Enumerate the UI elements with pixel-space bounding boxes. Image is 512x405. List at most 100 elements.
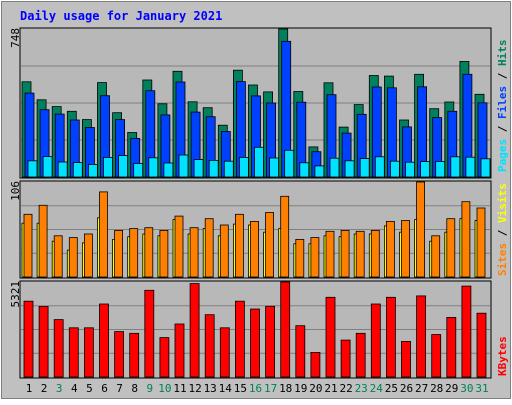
outer-border-dark — [1, 1, 511, 399]
bar-pages-day-20 — [314, 165, 325, 178]
bar-sites-day-19 — [295, 238, 305, 278]
bar-sites-day-24 — [370, 229, 380, 278]
bar-pages-day-11 — [178, 154, 189, 178]
bar-pages-day-28 — [435, 160, 446, 178]
bars-hits-files-pages — [21, 28, 491, 178]
bar-pages-day-19 — [299, 162, 310, 178]
bar-sites-day-29 — [446, 218, 456, 278]
x-tick-label-day-24: 24 — [370, 382, 384, 395]
bar-pages-day-21 — [329, 157, 340, 178]
bar-kbytes-day-4 — [68, 327, 79, 378]
bar-kbytes-day-19 — [295, 325, 306, 378]
bar-sites-day-15 — [234, 213, 244, 278]
chart-title: Daily usage for January 2021 — [20, 9, 222, 23]
x-tick-label-day-4: 4 — [71, 382, 78, 395]
bar-kbytes-day-26 — [401, 340, 411, 378]
bar-pages-day-14 — [223, 160, 234, 178]
legend-kbytes: KBytes — [496, 336, 509, 376]
x-tick-label-day-23: 23 — [355, 382, 368, 395]
x-tick-label-day-17: 17 — [264, 382, 277, 395]
y-max-label-sites: 106 — [9, 181, 22, 201]
bar-pages-day-27 — [420, 161, 431, 178]
bar-kbytes-day-24 — [370, 303, 381, 378]
bar-kbytes-day-3 — [53, 319, 64, 378]
bar-pages-day-24 — [374, 156, 385, 178]
x-tick-label-day-5: 5 — [86, 382, 93, 395]
bar-kbytes-day-21 — [325, 296, 336, 378]
bar-sites-day-6 — [99, 191, 108, 278]
bar-kbytes-day-30 — [461, 285, 472, 378]
bar-kbytes-day-11 — [174, 323, 185, 378]
bar-pages-day-15 — [238, 156, 249, 178]
bar-pages-day-22 — [344, 160, 355, 178]
bars-kbytes — [23, 281, 487, 378]
bar-sites-day-21 — [325, 230, 335, 278]
bar-sites-day-7 — [114, 229, 123, 278]
x-tick-label-day-18: 18 — [279, 382, 292, 395]
legend-visits: Visits — [496, 183, 509, 223]
x-tick-label-day-8: 8 — [131, 382, 138, 395]
x-tick-label-day-11: 11 — [173, 382, 186, 395]
bar-pages-day-18 — [284, 149, 295, 178]
bar-sites-day-12 — [189, 227, 199, 278]
bar-sites-day-14 — [219, 224, 229, 278]
bar-sites-day-17 — [265, 212, 275, 278]
bar-sites-day-30 — [461, 201, 471, 278]
bar-sites-day-10 — [159, 229, 169, 278]
y-max-label-kbytes: 5321 — [9, 281, 22, 308]
bar-kbytes-day-6 — [99, 303, 109, 378]
bar-sites-day-11 — [174, 215, 184, 278]
legend-sites: Sites — [496, 243, 509, 276]
bar-pages-day-16 — [254, 146, 264, 178]
bar-kbytes-day-25 — [385, 296, 396, 378]
bar-sites-day-26 — [401, 220, 410, 278]
bar-pages-day-12 — [193, 159, 204, 178]
x-tick-label-day-19: 19 — [294, 382, 307, 395]
x-tick-label-day-13: 13 — [204, 382, 217, 395]
bar-kbytes-day-12 — [189, 283, 200, 378]
bar-sites-day-27 — [416, 181, 426, 278]
bar-kbytes-day-31 — [476, 312, 487, 378]
bar-kbytes-day-20 — [310, 351, 321, 378]
bar-sites-day-2 — [38, 204, 48, 278]
legend-pages: Pages — [496, 139, 509, 172]
bar-kbytes-day-10 — [159, 337, 170, 378]
x-tick-label-day-29: 29 — [445, 382, 458, 395]
bar-sites-day-4 — [68, 237, 78, 278]
bar-kbytes-day-28 — [431, 334, 442, 378]
bar-pages-day-13 — [208, 159, 219, 178]
legend-hits-files-pages: Pages / Files / Hits — [496, 40, 509, 173]
x-tick-label-day-1: 1 — [26, 382, 33, 395]
bar-kbytes-day-2 — [38, 305, 49, 378]
x-tick-label-day-12: 12 — [188, 382, 201, 395]
bars-sites-visits — [21, 181, 486, 278]
bar-sites-day-16 — [250, 220, 259, 278]
x-tick-label-day-22: 22 — [339, 382, 352, 395]
x-tick-label-day-26: 26 — [400, 382, 413, 395]
bar-kbytes-day-17 — [265, 305, 276, 378]
bar-pages-day-17 — [269, 157, 280, 178]
bar-sites-day-5 — [84, 233, 93, 278]
bar-pages-day-2 — [42, 156, 53, 178]
bar-pages-day-30 — [465, 156, 476, 178]
bar-sites-day-25 — [385, 220, 395, 278]
bar-kbytes-day-5 — [84, 327, 94, 378]
bar-pages-day-8 — [133, 163, 144, 178]
bar-kbytes-day-15 — [234, 300, 245, 378]
legend1-text: Pages / Files / Hits — [496, 40, 509, 173]
bar-sites-day-13 — [204, 218, 214, 278]
bar-sites-day-20 — [310, 237, 320, 278]
bar-kbytes-day-18 — [280, 281, 291, 378]
legend-sites-visits: Sites / Visits — [496, 183, 509, 276]
x-tick-label-day-9: 9 — [146, 382, 153, 395]
bar-kbytes-day-1 — [23, 300, 34, 378]
bar-pages-day-10 — [163, 162, 174, 178]
bar-pages-day-25 — [389, 160, 400, 178]
x-tick-label-day-14: 14 — [219, 382, 233, 395]
x-tick-label-day-27: 27 — [415, 382, 428, 395]
x-tick-label-day-20: 20 — [309, 382, 322, 395]
bar-kbytes-day-29 — [446, 316, 457, 378]
x-tick-label-day-10: 10 — [158, 382, 171, 395]
